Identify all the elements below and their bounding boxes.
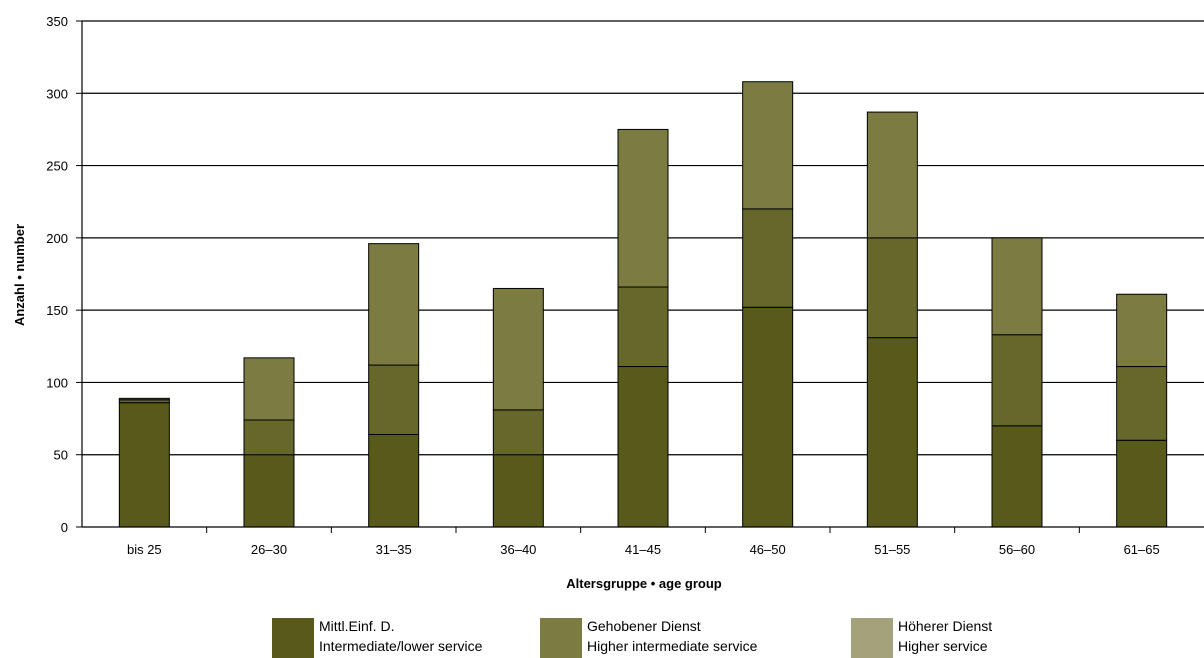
bar-segment-1-4	[492, 454, 544, 528]
legend-swatch-3	[851, 618, 893, 658]
y-tick-label: 50	[54, 448, 68, 463]
bar-segment-2-8	[991, 334, 1043, 427]
bars	[118, 81, 1168, 528]
y-tick-label: 300	[46, 86, 68, 101]
legend-label-de: Mittl.Einf. D.	[319, 618, 394, 634]
bar-segment-3-9	[1116, 293, 1168, 368]
x-tick-label: 36–40	[500, 542, 536, 557]
y-tick-labels: 0 50 100 150 200 250 300 350	[46, 14, 68, 535]
x-tick-labels: bis 25 26–30 31–35 36–40 41–45 46–50 51–55 56–6…	[127, 542, 1160, 557]
bar-segment-3-3	[368, 243, 420, 366]
legend-label-en: Higher service	[898, 638, 988, 654]
x-tick-label: 46–50	[750, 542, 786, 557]
bar-segment-2-5	[617, 286, 669, 368]
bar-segment-2-9	[1116, 366, 1168, 441]
axes	[76, 20, 1204, 533]
legend-swatch-1	[272, 618, 314, 658]
legend: Mittl.Einf. D. Intermediate/lower service…	[272, 618, 992, 658]
x-tick-label: 26–30	[251, 542, 287, 557]
legend-label-de: Gehobener Dienst	[587, 618, 701, 634]
legend-swatch-2	[540, 618, 582, 658]
bar-segment-1-5	[617, 366, 669, 528]
y-tick-label: 200	[46, 231, 68, 246]
x-tick-label: 61–65	[1124, 542, 1160, 557]
legend-label-en: Higher intermediate service	[587, 638, 758, 654]
bar-segment-1-3	[368, 433, 420, 528]
bar-segment-3-7	[866, 111, 918, 239]
x-tick-label: 51–55	[874, 542, 910, 557]
x-tick-label: 56–60	[999, 542, 1035, 557]
bar-segment-3-1	[118, 397, 170, 401]
x-axis-title: Altersgruppe • age group	[566, 576, 722, 591]
bar-segment-2-6	[742, 208, 794, 308]
bar-segment-1-9	[1116, 439, 1168, 528]
bar-segment-2-7	[866, 237, 918, 339]
bar-segment-2-3	[368, 364, 420, 435]
bar-segment-1-7	[866, 337, 918, 528]
bar-segment-2-4	[492, 409, 544, 456]
y-tick-label: 250	[46, 159, 68, 174]
bar-segment-1-1	[118, 402, 170, 528]
legend-label-en: Intermediate/lower service	[319, 638, 483, 654]
y-axis-title: Anzahl • number	[12, 224, 27, 326]
legend-label-de: Höherer Dienst	[898, 618, 992, 634]
x-tick-label: bis 25	[127, 542, 162, 557]
y-tick-label: 350	[46, 14, 68, 29]
bar-segment-1-6	[742, 306, 794, 528]
bar-segment-3-5	[617, 128, 669, 288]
bar-segment-3-8	[991, 237, 1043, 336]
y-tick-label: 100	[46, 375, 68, 390]
bar-segment-1-2	[243, 454, 295, 528]
bar-segment-1-8	[991, 425, 1043, 528]
y-tick-label: 0	[61, 520, 68, 535]
bar-segment-3-6	[742, 81, 794, 210]
y-tick-label: 150	[46, 303, 68, 318]
bar-segment-3-2	[243, 357, 295, 421]
bar-segment-2-2	[243, 419, 295, 456]
bar-segment-3-4	[492, 287, 544, 411]
x-tick-label: 41–45	[625, 542, 661, 557]
x-tick-label: 31–35	[376, 542, 412, 557]
